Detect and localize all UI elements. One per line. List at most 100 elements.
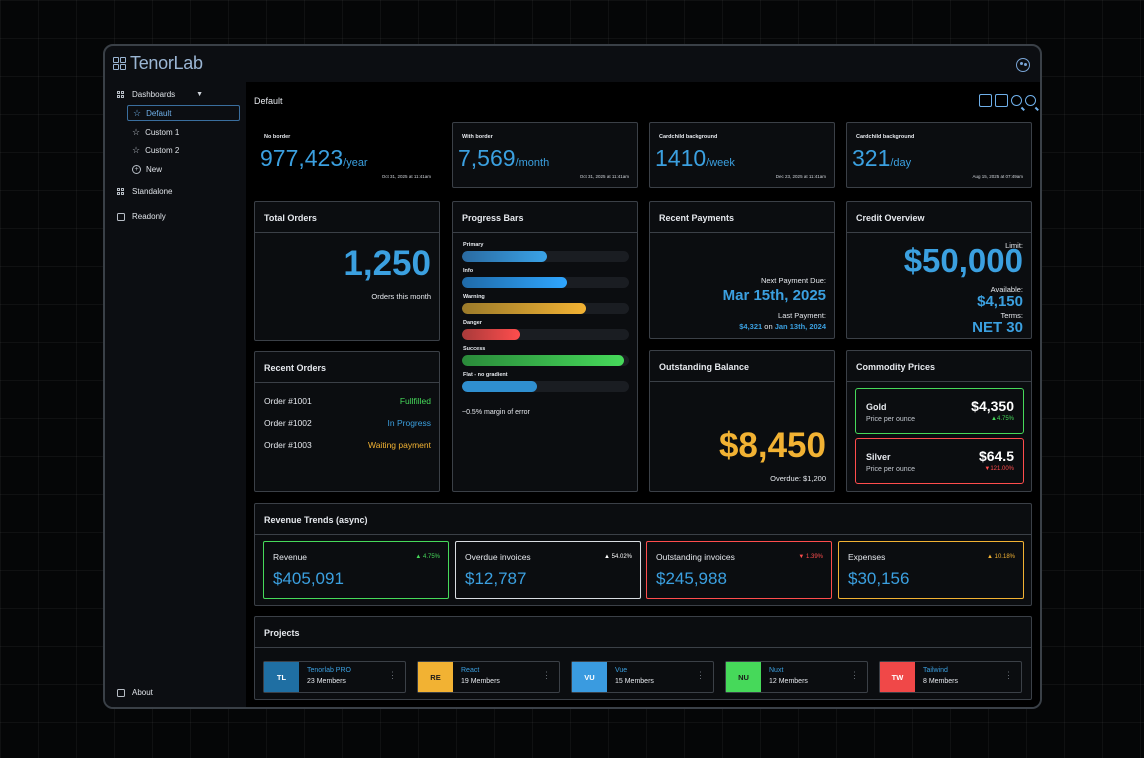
progress-track [462,303,629,314]
project-members: 15 Members [615,678,654,685]
progress-track [462,355,629,366]
kpi-title: Overdue invoices [465,552,531,562]
commodity-price: $64.5 [978,448,1014,464]
more-vertical-icon[interactable]: ⋮ [1004,670,1013,680]
zoom-out-icon[interactable] [1011,95,1022,106]
top-bar: TenorLab [105,46,1040,82]
next-payment-label: Next Payment Due: [760,276,826,285]
progress-fill [462,355,624,366]
sidebar-item-custom-2[interactable]: ☆ Custom 2 [127,142,240,158]
sidebar-item-label: New [146,164,163,174]
square-icon [117,688,125,697]
card-title: Revenue Trends (async) [264,515,368,525]
more-vertical-icon[interactable]: ⋮ [388,670,397,680]
progress-label: Success [463,346,486,352]
kpi-change: ▲ 10.18% [987,554,1015,560]
commodity-price: $4,350 [971,398,1014,414]
more-vertical-icon[interactable]: ⋮ [542,670,551,680]
kpi-change: ▲ 4.75% [415,554,440,560]
terms-value: NET 30 [972,319,1023,336]
order-status: Waiting payment [368,440,431,450]
card-title: Credit Overview [856,213,925,223]
commodity-gold[interactable]: Gold Price per ounce $4,350 ▲4.75% [855,388,1024,434]
stat-card-no-border: No border 977,423/year Oct 31, 2025 at 1… [254,122,440,188]
credit-overview-card: Credit Overview Limit: $50,000 Available… [846,201,1032,339]
project-item[interactable]: NU Nuxt 12 Members ⋮ [725,661,868,693]
sidebar-item-label: About [132,688,153,697]
last-payment-line: $4,321 on Jan 13th, 2024 [739,322,826,331]
palette-icon[interactable] [1016,58,1030,72]
recent-orders-card: Recent Orders Order #1001 Fullfilled Ord… [254,351,440,492]
stat-label: Cardchild background [856,134,915,140]
edit-icon[interactable] [979,94,992,107]
credit-limit-value: $50,000 [903,242,1023,279]
project-item[interactable]: VU Vue 15 Members ⋮ [571,661,714,693]
kpi-value: $30,156 [848,569,910,588]
stat-value: 1410/week [655,145,735,171]
stat-value: 7,569/month [458,145,550,171]
kpi-value: $245,988 [656,569,727,588]
caret-down-icon: ▼ [196,91,204,98]
sidebar-item-label: Default [146,108,172,118]
sidebar-item-new[interactable]: + New [127,161,240,177]
kpi-outstanding-invoices[interactable]: Outstanding invoices ▼ 1.39% $245,988 [646,541,832,599]
project-item[interactable]: TL Tenorlab PRO 23 Members ⋮ [263,661,406,693]
sidebar-item-default[interactable]: ☆ Default [127,105,240,121]
logo-text: TenorLab [130,53,203,73]
progress-fill [462,251,548,262]
stat-label: Cardchild background [659,134,718,140]
main-content: Default No border 977,423/year Oct 31, 2… [246,82,1040,707]
total-orders-card: Total Orders 1,250 Orders this month [254,201,440,341]
project-name: Nuxt [769,667,784,674]
sidebar-item-label: Readonly [132,212,166,221]
project-badge: TL [264,662,299,692]
commodity-name: Silver [866,452,891,462]
kpi-revenue[interactable]: Revenue ▲ 4.75% $405,091 [263,541,449,599]
sidebar-item-readonly[interactable]: Readonly [117,212,166,221]
kpi-value: $12,787 [465,569,527,588]
project-members: 23 Members [307,678,346,685]
commodity-silver[interactable]: Silver Price per ounce $64.5 ▼121.00% [855,438,1024,484]
sidebar-item-dashboards[interactable]: Dashboards ▼ [117,90,203,99]
project-name: Vue [615,667,628,674]
project-members: 19 Members [461,678,500,685]
kpi-value: $405,091 [273,569,344,588]
app-window: TenorLab Dashboards ▼ ☆ Default ☆ Custom… [103,44,1042,709]
total-orders-value: 1,250 [343,244,431,283]
progress-label: Info [463,268,474,274]
stat-timestamp: Aug 15, 2025 at 07:49am [972,174,1023,179]
more-vertical-icon[interactable]: ⋮ [696,670,705,680]
order-row[interactable]: Order #1002 In Progress [264,418,431,428]
project-badge: NU [726,662,761,692]
logo-icon [113,56,127,71]
sidebar-item-standalone[interactable]: Standalone [117,187,172,196]
order-row[interactable]: Order #1001 Fullfilled [264,396,431,406]
commodity-change: ▲4.75% [991,416,1014,422]
kpi-title: Outstanding invoices [656,552,735,562]
card-title: Progress Bars [462,213,524,223]
more-vertical-icon[interactable]: ⋮ [850,670,859,680]
progress-bars-card: Progress Bars Primary Info Warning Danger Su… [452,201,638,492]
progress-label: Warning [463,294,485,300]
outstanding-balance-card: Outstanding Balance $8,450 Overdue: $1,2… [649,350,835,492]
commodity-prices-card: Commodity Prices Gold Price per ounce $4… [846,350,1032,492]
app-logo[interactable]: TenorLab [113,53,203,74]
sidebar-item-about[interactable]: About [117,688,153,697]
kpi-change: ▲ 54.02% [604,554,632,560]
available-value: $4,150 [977,293,1023,310]
last-payment-label: Last Payment: [778,311,826,320]
kpi-overdue-invoices[interactable]: Overdue invoices ▲ 54.02% $12,787 [455,541,641,599]
sidebar-item-custom-1[interactable]: ☆ Custom 1 [127,124,240,140]
kpi-expenses[interactable]: Expenses ▲ 10.18% $30,156 [838,541,1024,599]
copy-icon[interactable] [995,94,1008,107]
project-item[interactable]: RE React 19 Members ⋮ [417,661,560,693]
stat-card-cardchild-day: Cardchild background 321/day Aug 15, 202… [846,122,1032,188]
project-members: 12 Members [769,678,808,685]
sidebar-item-label: Custom 1 [145,127,180,137]
stat-card-cardchild-week: Cardchild background 1410/week Dec 23, 2… [649,122,835,188]
order-row[interactable]: Order #1003 Waiting payment [264,440,431,450]
total-orders-caption: Orders this month [371,292,431,301]
project-item[interactable]: TW Tailwind 8 Members ⋮ [879,661,1022,693]
zoom-in-icon[interactable] [1025,95,1036,106]
project-name: Tenorlab PRO [307,667,351,674]
